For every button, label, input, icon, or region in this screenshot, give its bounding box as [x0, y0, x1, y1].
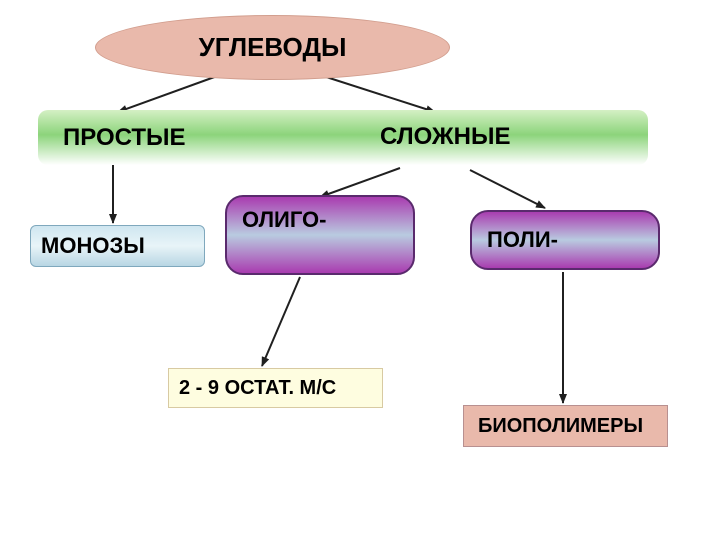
title-label: УГЛЕВОДЫ: [199, 32, 347, 63]
node-monosaccharides: МОНОЗЫ: [30, 225, 205, 267]
title-carbohydrates: УГЛЕВОДЫ: [95, 15, 450, 80]
biopolymers-label: БИОПОЛИМЕРЫ: [478, 415, 643, 438]
node-polysaccharides: ПОЛИ-: [470, 210, 660, 270]
node-oligosaccharides: ОЛИГО-: [225, 195, 415, 275]
category-simple-label: ПРОСТЫЕ: [63, 124, 186, 152]
poly-label: ПОЛИ-: [487, 227, 558, 253]
residues-label: 2 - 9 ОСТАТ. М/С: [179, 377, 336, 400]
node-biopolymers: БИОПОЛИМЕРЫ: [463, 405, 668, 447]
mono-label: МОНОЗЫ: [41, 233, 145, 259]
category-complex-label: СЛОЖНЫЕ: [380, 123, 510, 151]
node-residues: 2 - 9 ОСТАТ. М/С: [168, 368, 383, 408]
oligo-label: ОЛИГО-: [242, 207, 326, 233]
category-bar: ПРОСТЫЕ СЛОЖНЫЕ: [38, 110, 648, 165]
